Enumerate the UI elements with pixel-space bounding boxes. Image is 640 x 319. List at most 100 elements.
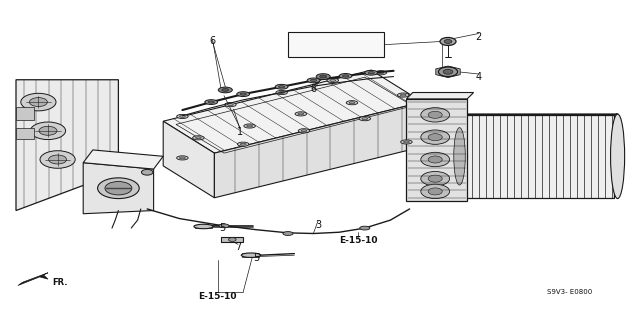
Ellipse shape [611, 114, 625, 198]
Text: E-15-10: E-15-10 [198, 292, 237, 301]
Ellipse shape [276, 91, 287, 95]
Text: 6: 6 [209, 36, 216, 47]
Ellipse shape [440, 38, 456, 46]
Ellipse shape [194, 224, 213, 229]
Polygon shape [163, 121, 214, 198]
Ellipse shape [141, 169, 153, 175]
Ellipse shape [438, 67, 458, 77]
Text: 5: 5 [220, 223, 226, 233]
Ellipse shape [278, 85, 285, 88]
Ellipse shape [421, 152, 450, 167]
Ellipse shape [421, 108, 450, 122]
Ellipse shape [339, 73, 352, 78]
Ellipse shape [237, 142, 249, 146]
Ellipse shape [283, 232, 293, 235]
Ellipse shape [342, 75, 349, 77]
Ellipse shape [378, 72, 383, 74]
Polygon shape [436, 66, 460, 78]
Polygon shape [163, 70, 422, 153]
Ellipse shape [421, 184, 450, 198]
Ellipse shape [452, 115, 467, 198]
Ellipse shape [375, 71, 387, 75]
Ellipse shape [298, 113, 303, 115]
Ellipse shape [320, 75, 326, 78]
Ellipse shape [228, 104, 233, 106]
Ellipse shape [428, 134, 442, 141]
Ellipse shape [29, 98, 47, 107]
Ellipse shape [327, 78, 339, 83]
Text: 5: 5 [253, 253, 259, 263]
Ellipse shape [193, 136, 204, 140]
Text: S9V3- E0800: S9V3- E0800 [547, 289, 592, 295]
Ellipse shape [241, 143, 246, 145]
Ellipse shape [454, 128, 465, 185]
Ellipse shape [310, 79, 317, 82]
Ellipse shape [244, 124, 255, 128]
Ellipse shape [237, 92, 250, 97]
Ellipse shape [401, 140, 412, 144]
Polygon shape [406, 93, 474, 99]
Text: 4: 4 [476, 71, 482, 82]
Text: FR.: FR. [52, 278, 68, 286]
Polygon shape [214, 102, 422, 198]
Ellipse shape [221, 89, 229, 91]
Ellipse shape [179, 115, 186, 117]
Ellipse shape [240, 93, 246, 95]
Ellipse shape [444, 40, 452, 43]
Polygon shape [83, 163, 154, 214]
Ellipse shape [49, 155, 67, 164]
Text: 1: 1 [237, 127, 243, 137]
Ellipse shape [404, 141, 410, 143]
Ellipse shape [360, 226, 370, 230]
Text: 6: 6 [310, 84, 317, 94]
Ellipse shape [428, 188, 442, 195]
Ellipse shape [177, 115, 188, 119]
Ellipse shape [179, 157, 186, 159]
Ellipse shape [196, 137, 201, 139]
Text: 7: 7 [235, 242, 241, 252]
Ellipse shape [98, 178, 140, 198]
Polygon shape [16, 80, 118, 211]
Polygon shape [461, 115, 614, 198]
Ellipse shape [359, 117, 371, 121]
Ellipse shape [346, 101, 358, 105]
Ellipse shape [421, 171, 450, 186]
Bar [16, 128, 34, 139]
Text: 3: 3 [315, 220, 321, 230]
Ellipse shape [365, 70, 378, 75]
Ellipse shape [39, 126, 57, 135]
Text: E-15-10: E-15-10 [339, 236, 378, 245]
Ellipse shape [105, 182, 132, 195]
Ellipse shape [443, 70, 453, 74]
Ellipse shape [40, 151, 76, 168]
Text: 2: 2 [476, 32, 482, 42]
Ellipse shape [225, 103, 236, 107]
Ellipse shape [316, 74, 330, 79]
Ellipse shape [301, 130, 307, 132]
Polygon shape [461, 114, 618, 115]
Ellipse shape [428, 111, 442, 118]
Ellipse shape [295, 112, 307, 116]
Ellipse shape [177, 156, 188, 160]
Ellipse shape [307, 78, 320, 83]
Ellipse shape [279, 92, 285, 93]
Ellipse shape [401, 94, 406, 96]
Ellipse shape [219, 224, 229, 228]
Ellipse shape [31, 122, 65, 140]
Bar [221, 237, 243, 242]
Ellipse shape [349, 102, 355, 104]
Bar [16, 107, 34, 120]
Ellipse shape [298, 129, 310, 133]
Polygon shape [406, 99, 467, 201]
Polygon shape [83, 150, 163, 169]
Ellipse shape [330, 79, 336, 81]
Bar [242, 253, 259, 257]
Ellipse shape [205, 100, 218, 105]
Ellipse shape [368, 72, 374, 74]
Ellipse shape [362, 118, 367, 120]
Polygon shape [18, 273, 48, 286]
Ellipse shape [397, 93, 409, 97]
Bar [195, 225, 212, 228]
Ellipse shape [428, 175, 442, 182]
Ellipse shape [247, 125, 253, 127]
